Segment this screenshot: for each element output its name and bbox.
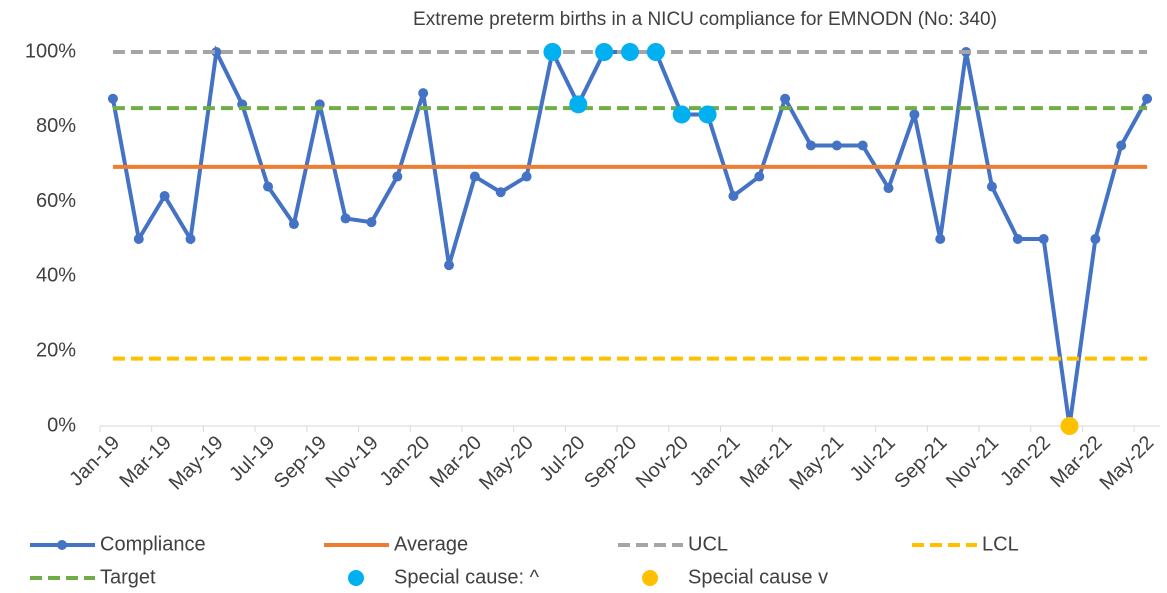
data-point — [857, 140, 868, 151]
x-tick-label: Jan-20 — [376, 432, 435, 491]
x-tick-label: Jan-22 — [996, 432, 1055, 491]
legend-marker — [348, 570, 364, 586]
x-tick-label: Sep-20 — [580, 432, 641, 493]
data-point — [754, 171, 765, 182]
data-point — [444, 260, 455, 271]
x-tick-label: Mar-19 — [116, 432, 176, 492]
legend-label: Special cause: ^ — [394, 566, 540, 588]
data-point — [883, 183, 894, 194]
data-point — [1060, 417, 1079, 435]
data-point — [698, 105, 717, 124]
data-point — [1038, 234, 1049, 244]
y-tick-label: 20% — [36, 339, 76, 361]
x-tick-label: Sep-19 — [270, 432, 331, 493]
data-point — [986, 181, 997, 192]
data-point — [211, 47, 222, 57]
data-point — [107, 93, 118, 104]
y-tick-label: 100% — [25, 40, 76, 62]
data-point — [672, 105, 691, 124]
data-point — [418, 88, 429, 99]
data-point — [621, 43, 639, 61]
x-tick-label: May-21 — [785, 432, 848, 495]
data-point — [133, 234, 144, 244]
y-tick-label: 60% — [36, 190, 76, 212]
x-tick-label: Mar-21 — [736, 432, 796, 492]
x-tick-label: Mar-20 — [426, 432, 486, 492]
data-point — [366, 217, 377, 228]
data-point — [805, 140, 816, 151]
data-point — [469, 171, 480, 182]
data-point — [185, 234, 196, 244]
data-point — [780, 93, 791, 104]
data-point — [831, 140, 842, 151]
y-tick-label: 0% — [47, 414, 76, 436]
data-point — [521, 171, 532, 182]
legend-marker — [642, 570, 658, 586]
x-tick-label: Nov-21 — [942, 432, 1003, 493]
x-tick-label: May-20 — [475, 432, 538, 495]
data-point — [595, 43, 614, 61]
data-point — [543, 43, 562, 61]
data-point — [1012, 234, 1023, 244]
legend-label: LCL — [982, 533, 1019, 555]
data-point — [340, 213, 351, 224]
data-point — [495, 187, 506, 198]
data-point — [646, 43, 665, 61]
legend-label: Compliance — [100, 533, 206, 555]
data-point — [1116, 140, 1127, 151]
data-point — [159, 190, 170, 201]
data-point — [263, 181, 274, 192]
y-tick-label: 80% — [36, 115, 76, 137]
legend-label: Target — [100, 566, 156, 588]
data-point — [935, 234, 946, 244]
data-point — [909, 109, 920, 120]
legend-marker — [57, 540, 67, 550]
legend-label: UCL — [688, 533, 728, 555]
x-tick-label: Jan-19 — [65, 432, 124, 491]
x-tick-label: Sep-21 — [890, 432, 951, 493]
data-point — [728, 190, 739, 201]
x-tick-label: Nov-20 — [632, 432, 693, 493]
legend-label: Average — [394, 533, 468, 555]
x-tick-label: May-19 — [165, 432, 228, 495]
legend-label: Special cause v — [688, 566, 828, 588]
x-tick-label: May-22 — [1096, 432, 1159, 495]
chart-title: Extreme preterm births in a NICU complia… — [413, 9, 997, 30]
data-point — [569, 95, 588, 114]
y-tick-label: 40% — [36, 265, 76, 287]
x-tick-label: Mar-22 — [1046, 432, 1106, 492]
x-tick-label: Jan-21 — [686, 432, 745, 491]
data-point — [1142, 93, 1153, 104]
data-point — [1090, 234, 1101, 244]
x-tick-label: Nov-19 — [322, 432, 383, 493]
data-point — [288, 219, 299, 230]
data-point — [392, 171, 403, 182]
